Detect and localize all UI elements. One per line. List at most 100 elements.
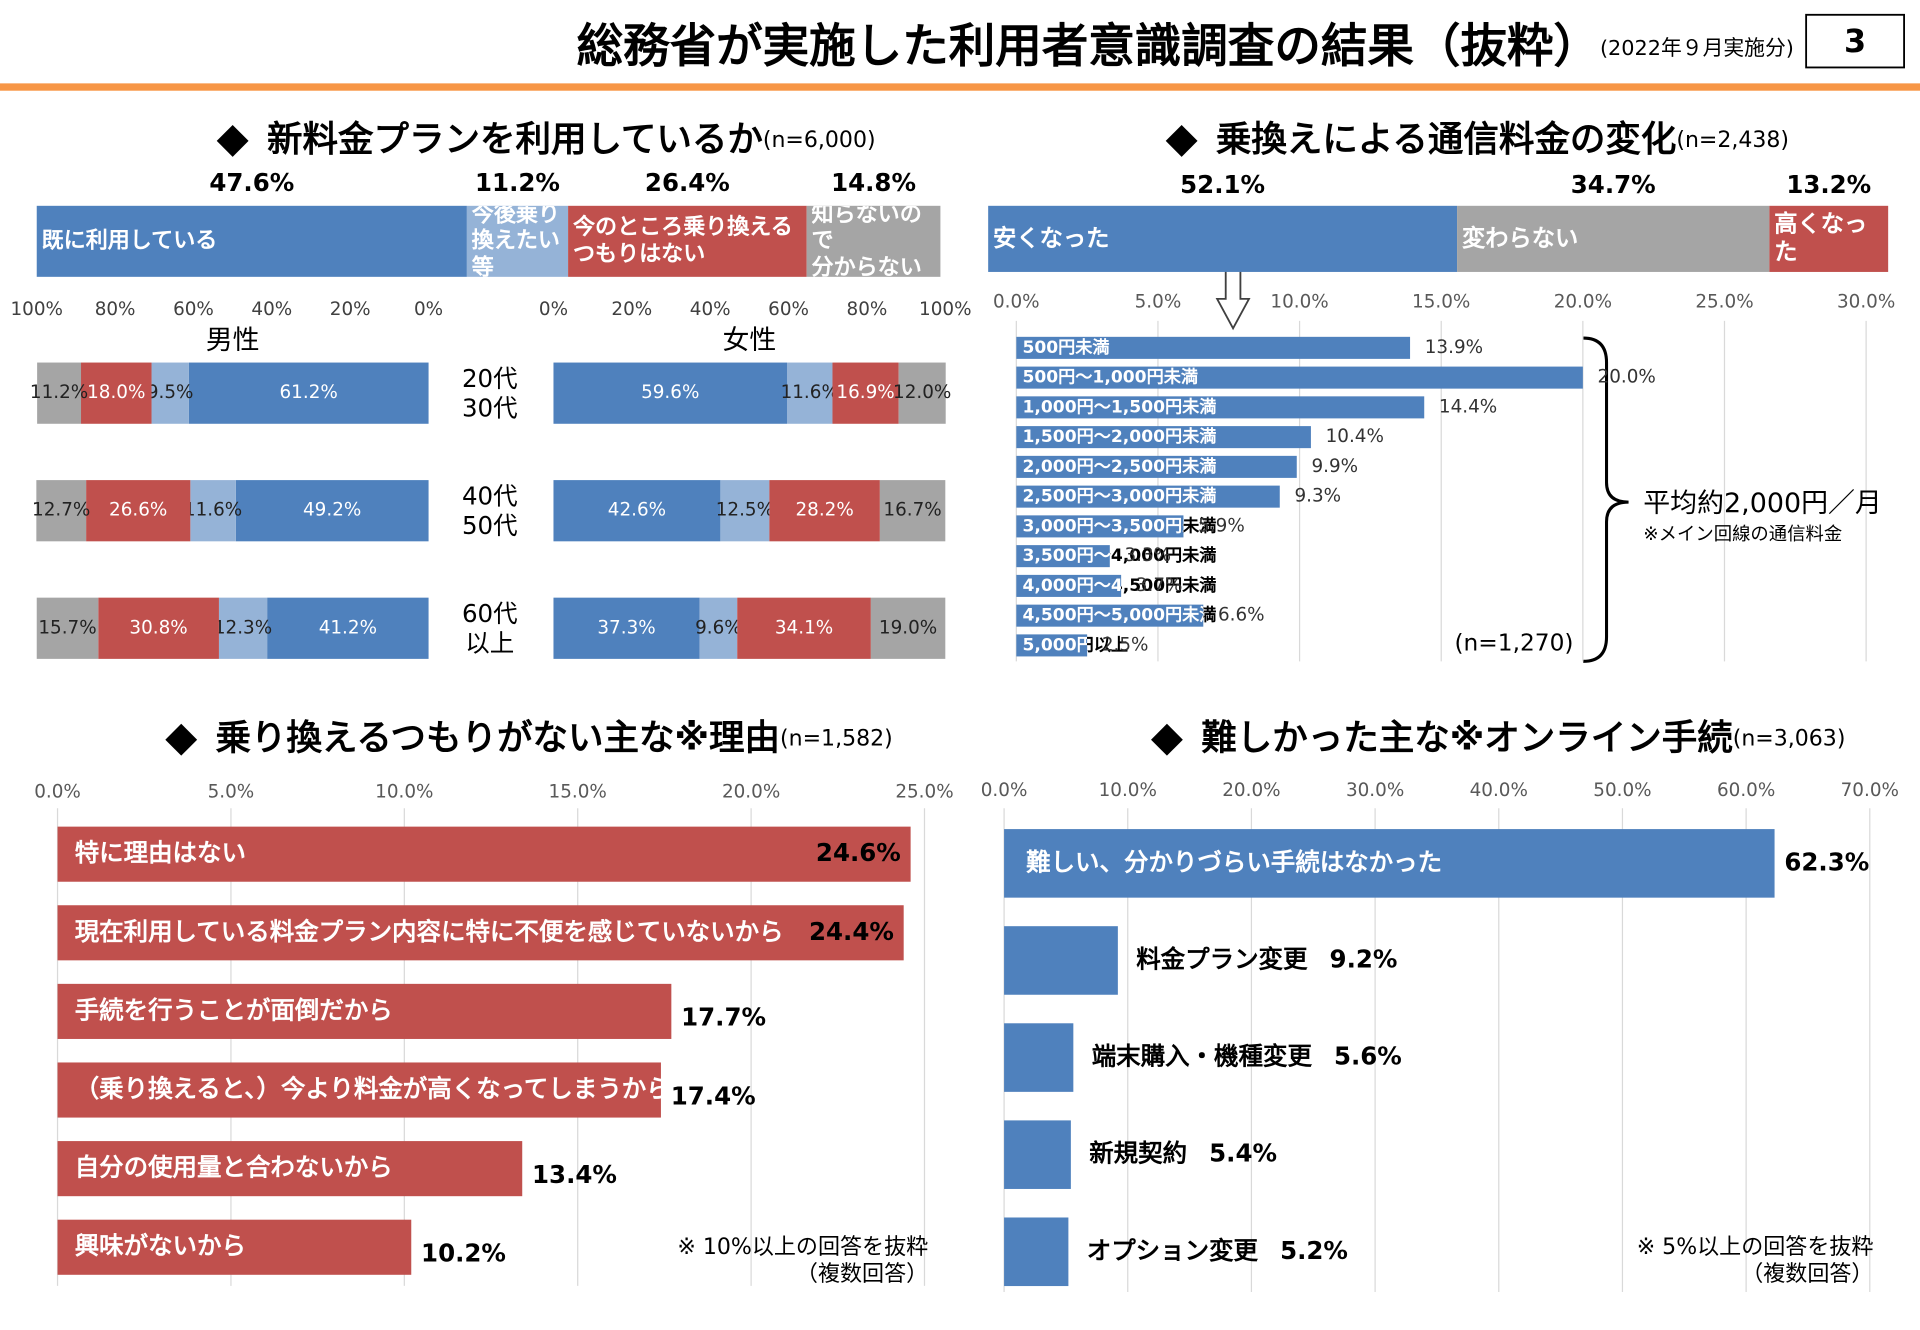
segment-label: 知らないので 分からない (811, 205, 922, 277)
x-tick-label: 20.0% (722, 781, 780, 802)
note-box: (n=1,270) (1454, 628, 1574, 656)
chart-subtitle: (n=3,063) (1733, 727, 1846, 752)
value-label: 12.3% (214, 617, 272, 638)
category-label: 難しい、分かりづらい手続はなかった (1026, 847, 1442, 876)
value-label: 14.4% (1439, 396, 1497, 417)
page-number: 3 (1844, 22, 1866, 60)
bar-segment (1769, 205, 1889, 272)
bar-segment (553, 480, 721, 542)
category-label: 料金プラン変更 (1136, 944, 1308, 973)
value-label: 10.2% (421, 1239, 506, 1268)
bar-segment (832, 362, 899, 424)
bar (57, 1219, 412, 1275)
bar-segment (898, 362, 946, 424)
x-tick-label: 60.0% (1717, 780, 1775, 801)
value-label: 11.2% (475, 168, 560, 197)
category-label: 3,500円～4,000円未満 (1022, 545, 1216, 566)
bar (57, 826, 911, 882)
bar-segment (466, 205, 569, 277)
category-label: 自分の使用量と合わないから (75, 1153, 393, 1182)
value-label: 9.3% (1294, 486, 1341, 507)
category-label: 1,500円～2,000円未満 (1022, 426, 1216, 447)
value-label: 9.2% (1330, 944, 1398, 973)
bar (1016, 426, 1311, 449)
bar-segment (568, 205, 807, 277)
category-label: 2,000円～2,500円未満 (1022, 456, 1216, 477)
x-tick-label: 20.0% (1222, 780, 1280, 801)
category-label-box: 20代 30代 (462, 364, 518, 423)
bar-segment (36, 480, 87, 542)
bar (1016, 485, 1280, 508)
value-label: 34.7% (1571, 170, 1656, 199)
category-label: 5,000円以上 (1022, 635, 1128, 655)
value-label: 12.7% (32, 500, 90, 521)
chart-title-text: 難しかった主な※オンライン手続 (1201, 718, 1733, 759)
x-tick-label: 60% (173, 299, 214, 320)
category-label: 端末購入・機種変更 (1092, 1042, 1313, 1071)
value-label: 14.8% (831, 168, 916, 197)
bar-segment (553, 362, 788, 424)
bar (1016, 634, 1088, 657)
bar (1004, 1023, 1074, 1092)
value-label: 59.6% (641, 382, 699, 403)
value-label: 11.6% (781, 382, 839, 403)
value-label: 20.0% (1598, 367, 1656, 388)
value-label: 11.2% (30, 382, 88, 403)
heading-diamond (216, 125, 249, 157)
bar-segment (36, 205, 467, 277)
chart-title: 乗り換えるつもりがない主な※理由(n=1,582) (216, 718, 893, 759)
x-tick-label: 30.0% (1346, 780, 1404, 801)
x-tick-label: 15.0% (1412, 292, 1470, 313)
x-tick-label: 60% (768, 299, 809, 320)
bar-segment (737, 597, 871, 659)
segment-label-box: 今後乗り 換えたい等 (472, 206, 560, 277)
bar-segment (988, 205, 1458, 272)
value-label: 34.1% (775, 617, 833, 638)
bar (1016, 604, 1204, 627)
bar (57, 1141, 523, 1197)
segment-label: 既に利用している (41, 228, 218, 254)
note: ※ 10%以上の回答を抜粋 （複数回答） (677, 1234, 929, 1288)
category-label: 500円～1,000円未満 (1022, 367, 1198, 388)
category-label: 40代 50代 (461, 481, 518, 541)
bar (1004, 1120, 1071, 1189)
value-label: 13.9% (1425, 337, 1483, 358)
note: (n=1,270) (1454, 628, 1574, 656)
category-label: 60代 以上 (461, 598, 518, 658)
category-label: 4,500円～5,000円未満 (1022, 605, 1216, 626)
value-label: 3.3% (1124, 545, 1171, 566)
x-tick-label: 40% (690, 299, 731, 320)
bar (1016, 366, 1583, 389)
value-label: 15.7% (38, 617, 96, 638)
value-label: 5.4% (1209, 1139, 1277, 1168)
bar (1016, 515, 1184, 538)
value-label: 6.6% (1218, 605, 1265, 626)
chart-subtitle: (n=1,582) (780, 727, 893, 752)
x-tick-label: 10.0% (375, 781, 433, 802)
chart-title-text: 新料金プランを利用しているか (267, 119, 763, 160)
bar-segment (36, 597, 99, 659)
value-label: 62.3% (1784, 847, 1869, 876)
chart-title-text: 乗り換えるつもりがない主な※理由 (216, 718, 781, 759)
value-label: 5.9% (1198, 515, 1245, 536)
heading-diamond (1165, 125, 1198, 157)
bar-segment (86, 480, 191, 542)
chart-title: 難しかった主な※オンライン手続(n=3,063) (1201, 718, 1845, 759)
value-label: 42.6% (608, 500, 666, 521)
chart-title: 乗換えによる通信料金の変化(n=2,438) (1216, 119, 1789, 160)
segment-label-box: 安くなった (993, 225, 1109, 252)
x-tick-label: 20% (330, 299, 371, 320)
category-label: 4,000円～4,500円未満 (1022, 575, 1216, 596)
bar (1016, 574, 1122, 597)
category-label: 特に理由はない (75, 838, 246, 867)
bar-segment (190, 480, 236, 542)
value-label: 41.2% (319, 617, 377, 638)
annotation: ※メイン回線の通信料金 (1643, 524, 1842, 545)
bar-segment (81, 362, 152, 424)
value-label: 47.6% (209, 168, 294, 197)
category-label: 新規契約 (1089, 1139, 1187, 1168)
brace (1583, 336, 1629, 663)
category-label: 興味がないから (75, 1231, 246, 1260)
category-label: 現在利用している料金プラン内容に特に不便を感じていないから (75, 917, 784, 946)
bar (1016, 396, 1425, 419)
